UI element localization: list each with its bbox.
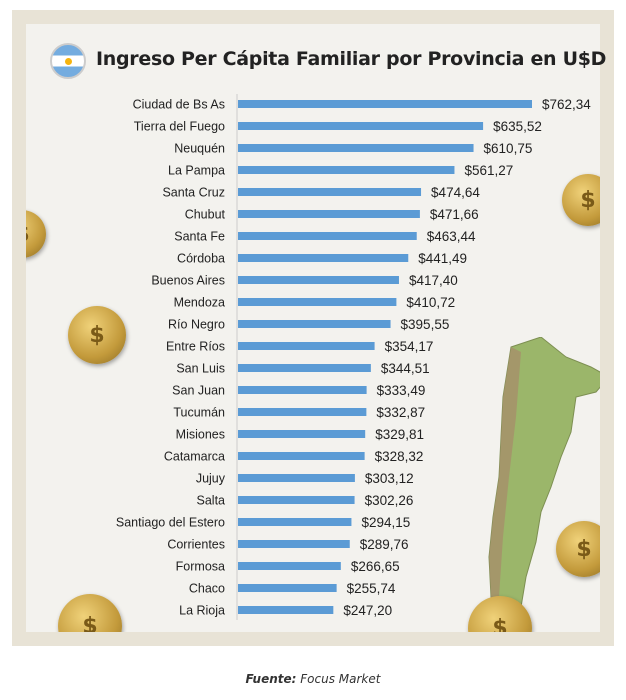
value-label: $762,34 [542,97,591,112]
bar [238,254,409,262]
bar [238,210,420,218]
value-label: $294,15 [361,515,410,530]
coin-icon: $ [556,521,600,577]
source-label: Fuente: [245,672,297,686]
value-label: $474,64 [431,185,480,200]
category-label: Mendoza [174,296,225,310]
value-label: $332,87 [376,405,425,420]
bar [238,606,334,614]
argentina-flag-icon [50,43,86,79]
category-label: Chaco [189,582,225,596]
chart-title: Ingreso Per Cápita Familiar por Provinci… [96,48,607,70]
coin-icon: $ [562,174,600,226]
bar [238,100,532,108]
value-label: $395,55 [401,317,450,332]
source-value: Focus Market [300,672,381,686]
value-label: $255,74 [347,581,396,596]
category-label: Salta [197,494,226,508]
category-label: La Rioja [179,604,225,618]
category-label: Catamarca [164,450,225,464]
category-label: La Pampa [168,164,225,178]
value-label: $303,12 [365,471,414,486]
value-label: $471,66 [430,207,479,222]
category-label: Tierra del Fuego [134,120,225,134]
category-label: Santiago del Estero [116,516,225,530]
bar [238,298,397,306]
coin-icon: $ [26,210,46,258]
bar [238,584,337,592]
bar [238,518,352,526]
bar [238,166,455,174]
category-label: Tucumán [173,406,225,420]
category-label: Chubut [185,208,226,222]
bar [238,232,417,240]
value-label: $561,27 [464,163,513,178]
bar [238,122,484,130]
value-label: $354,17 [385,339,434,354]
value-label: $344,51 [381,361,430,376]
bar [238,342,375,350]
category-label: San Luis [176,362,225,376]
bar [238,474,355,482]
value-label: $328,32 [375,449,424,464]
bar [238,188,422,196]
category-label: Córdoba [177,252,225,266]
argentina-map [488,337,600,632]
category-label: Buenos Aires [151,274,225,288]
category-label: Corrientes [167,538,225,552]
category-label: Neuquén [174,142,225,156]
value-label: $329,81 [375,427,424,442]
value-label: $441,49 [418,251,467,266]
value-label: $302,26 [365,493,414,508]
coin-icon: $ [68,306,126,364]
value-label: $410,72 [406,295,455,310]
category-label: Santa Fe [174,230,225,244]
value-label: $610,75 [484,141,533,156]
category-label: Río Negro [168,318,225,332]
value-label: $289,76 [360,537,409,552]
bar [238,452,365,460]
source-note: Fuente: Focus Market [0,672,626,686]
bar [238,276,399,284]
category-label: San Juan [172,384,225,398]
bar [238,430,366,438]
category-label: Formosa [176,560,225,574]
bar [238,496,355,504]
category-label: Jujuy [196,472,226,486]
category-label: Ciudad de Bs As [133,98,225,112]
bar [238,144,474,152]
value-label: $417,40 [409,273,458,288]
category-label: Santa Cruz [162,186,225,200]
bar [238,562,341,570]
category-label: Misiones [176,428,225,442]
category-label: Entre Ríos [166,340,225,354]
value-label: $247,20 [343,603,392,618]
bar [238,408,367,416]
value-label: $266,65 [351,559,400,574]
value-label: $333,49 [377,383,426,398]
bar [238,540,350,548]
bar [238,364,371,372]
bar [238,320,391,328]
value-label: $463,44 [427,229,476,244]
value-label: $635,52 [493,119,542,134]
bar [238,386,367,394]
